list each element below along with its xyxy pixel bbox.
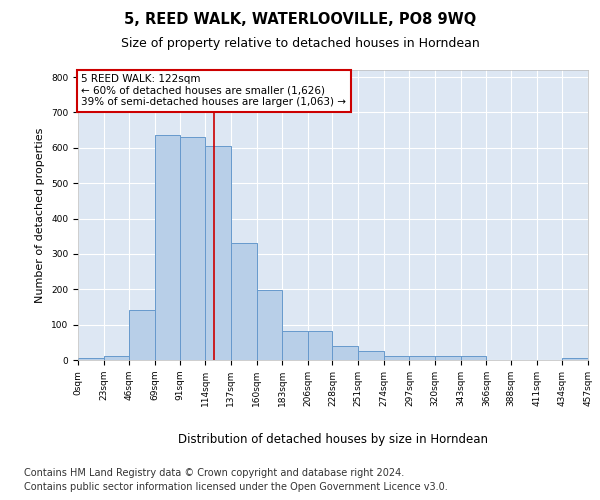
Bar bbox=[78, 358, 104, 360]
Text: Distribution of detached houses by size in Horndean: Distribution of detached houses by size … bbox=[178, 432, 488, 446]
Bar bbox=[562, 358, 588, 360]
Bar bbox=[332, 346, 358, 360]
Bar bbox=[179, 137, 205, 360]
Y-axis label: Number of detached properties: Number of detached properties bbox=[35, 128, 46, 302]
Bar bbox=[461, 356, 487, 360]
Bar bbox=[435, 356, 461, 360]
Bar bbox=[155, 136, 179, 360]
Bar bbox=[358, 351, 384, 360]
Text: 5, REED WALK, WATERLOOVILLE, PO8 9WQ: 5, REED WALK, WATERLOOVILLE, PO8 9WQ bbox=[124, 12, 476, 28]
Bar bbox=[282, 330, 308, 360]
Bar bbox=[308, 330, 332, 360]
Bar bbox=[384, 356, 409, 360]
Bar bbox=[104, 356, 130, 360]
Bar bbox=[205, 146, 231, 360]
Text: 5 REED WALK: 122sqm
← 60% of detached houses are smaller (1,626)
39% of semi-det: 5 REED WALK: 122sqm ← 60% of detached ho… bbox=[82, 74, 346, 108]
Text: Contains HM Land Registry data © Crown copyright and database right 2024.: Contains HM Land Registry data © Crown c… bbox=[24, 468, 404, 477]
Bar bbox=[409, 356, 435, 360]
Text: Contains public sector information licensed under the Open Government Licence v3: Contains public sector information licen… bbox=[24, 482, 448, 492]
Bar bbox=[130, 310, 155, 360]
Bar bbox=[257, 290, 282, 360]
Text: Size of property relative to detached houses in Horndean: Size of property relative to detached ho… bbox=[121, 38, 479, 51]
Bar bbox=[231, 244, 257, 360]
